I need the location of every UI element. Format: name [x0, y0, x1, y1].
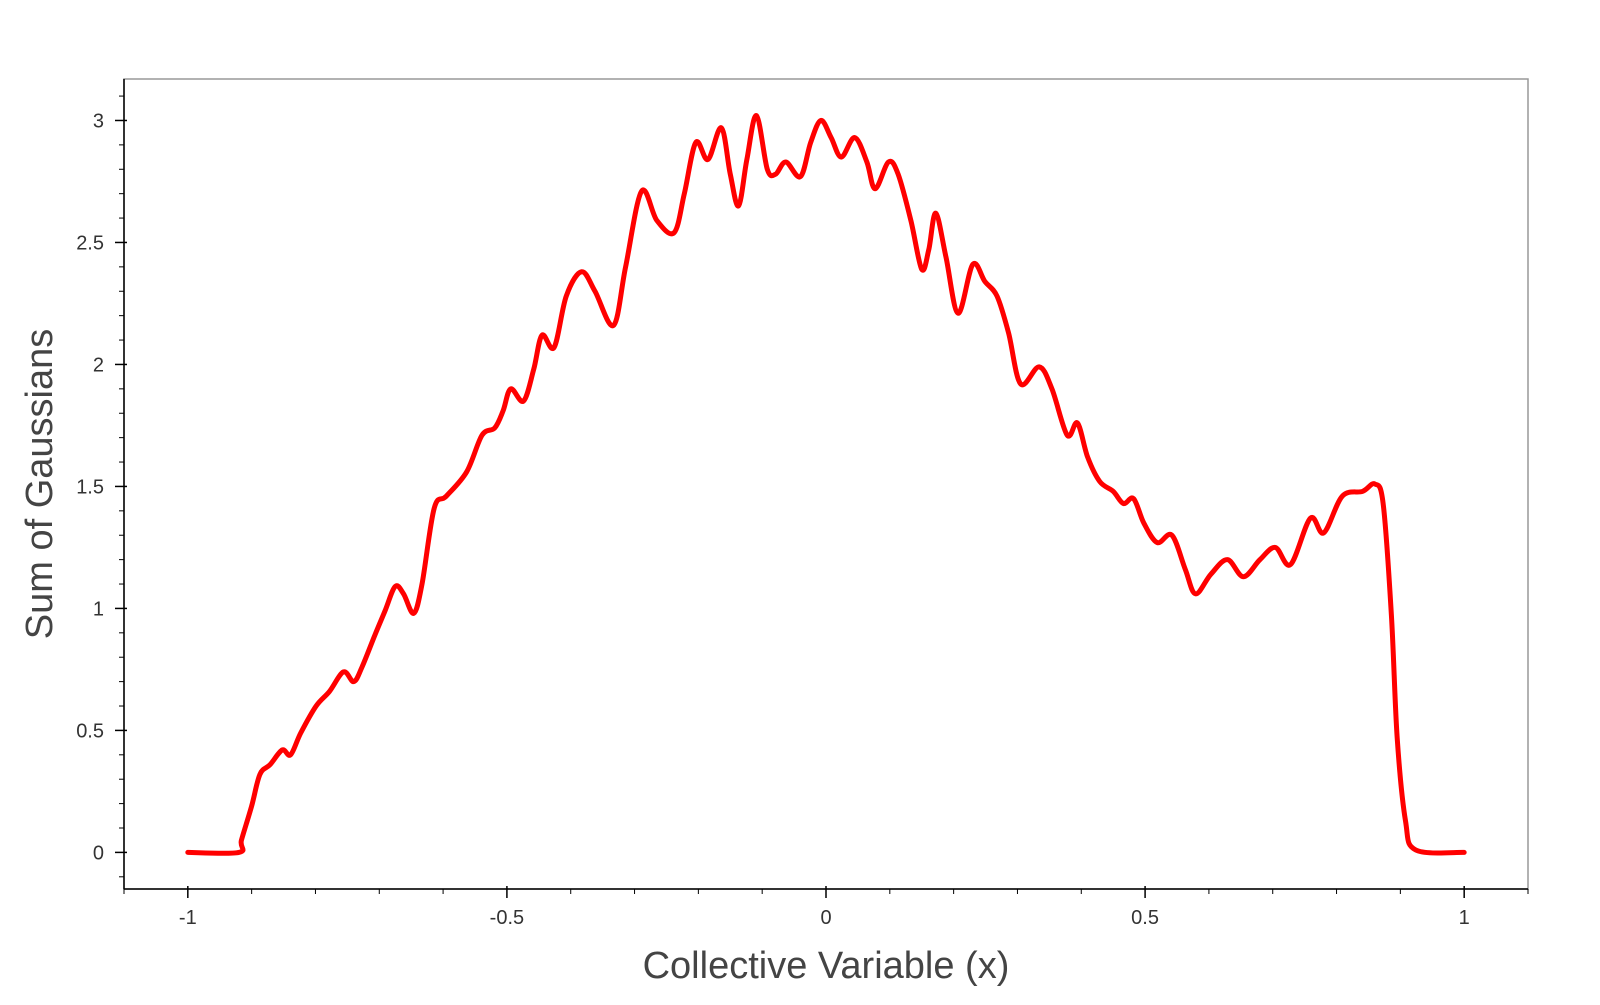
y-tick-label: 1	[93, 598, 104, 620]
x-tick-label: 0	[820, 907, 831, 929]
x-tick-label: -0.5	[490, 907, 524, 929]
plot-frame	[123, 78, 1529, 890]
x-axis-label: Collective Variable (x)	[643, 945, 1010, 987]
x-tick-label: 0.5	[1131, 907, 1159, 929]
y-tick-label: 0	[93, 842, 104, 864]
y-tick-label: 2	[93, 354, 104, 376]
y-tick-label: 3	[93, 110, 104, 132]
x-tick-label: 1	[1459, 907, 1470, 929]
y-tick-label: 2.5	[76, 232, 104, 254]
x-tick-label: -1	[179, 907, 197, 929]
y-tick-label: 0.5	[76, 720, 104, 742]
y-tick-label: 1.5	[76, 476, 104, 498]
data-line	[185, 113, 1467, 856]
y-axis-label: Sum of Gaussians	[19, 329, 61, 639]
